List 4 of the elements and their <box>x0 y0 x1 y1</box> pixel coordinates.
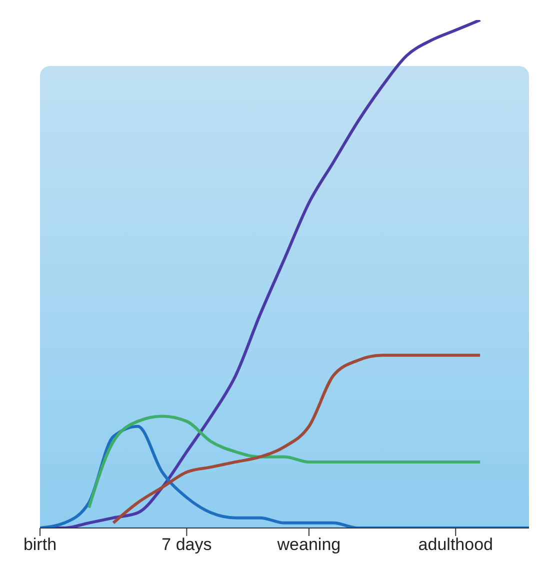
x-tick-label: birth <box>23 535 57 554</box>
x-tick-label: adulthood <box>418 535 493 554</box>
x-tick-label: weaning <box>276 535 341 554</box>
x-tick-label: 7 days <box>162 535 212 554</box>
